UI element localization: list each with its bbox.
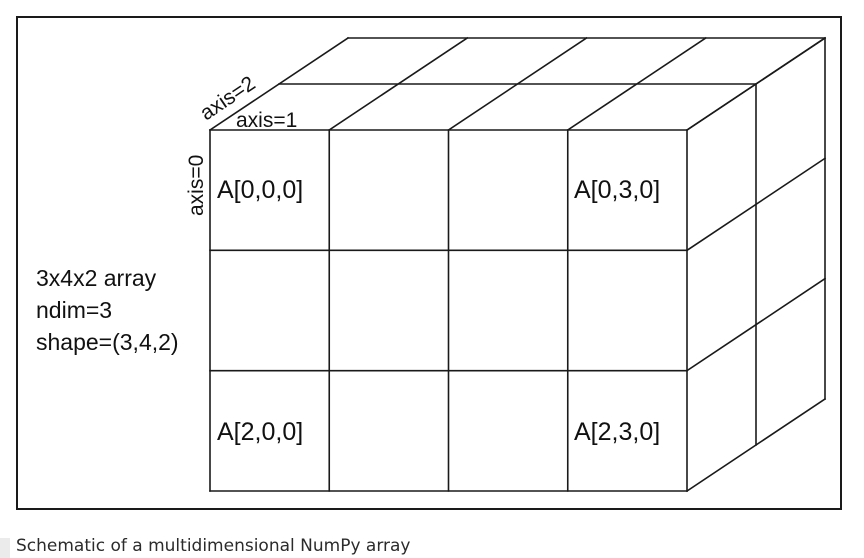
array-info-size: 3x4x2 array [36,265,157,291]
array-info-ndim: ndim=3 [36,297,112,323]
figure-frame [16,16,842,510]
cell-label-a200: A[2,0,0] [217,418,303,446]
axis-1-label: axis=1 [236,109,297,132]
cell-label-a030: A[0,3,0] [574,176,660,204]
array-diagram: axis=2 axis=1 axis=0 A[0,0,0] A[0,3,0] A… [36,36,827,493]
corner-shade [0,538,10,558]
array-info-shape: shape=(3,4,2) [36,329,179,355]
figure-caption: Schematic of a multidimensional NumPy ar… [16,536,411,556]
cell-label-a230: A[2,3,0] [574,418,660,446]
array-grid-lines [208,36,827,493]
cell-label-a000: A[0,0,0] [217,176,303,204]
axis-0-label: axis=0 [185,155,208,216]
